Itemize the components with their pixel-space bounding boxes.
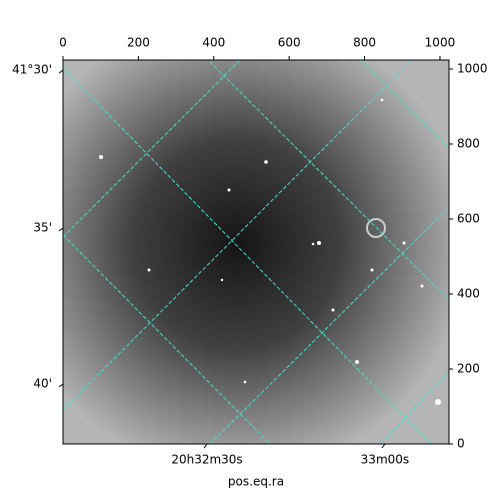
- left-tick: [58, 69, 64, 74]
- x-axis-label: pos.eq.ra: [228, 475, 284, 489]
- left-tick: [58, 383, 64, 388]
- bottom-tick: [381, 443, 386, 449]
- bottom-tick: [203, 443, 208, 449]
- right-tick-label: 0: [457, 437, 465, 451]
- top-tick-label: 600: [278, 36, 301, 50]
- top-tick-label: 1000: [425, 36, 456, 50]
- right-tick-label: 600: [457, 212, 480, 226]
- right-tick-label: 1000: [457, 62, 488, 76]
- top-tick-label: 0: [59, 36, 67, 50]
- right-tick-label: 200: [457, 362, 480, 376]
- top-tick-label: 400: [202, 36, 225, 50]
- plot-frame: [62, 59, 450, 445]
- top-tick-label: 200: [127, 36, 150, 50]
- stars: [99, 98, 441, 405]
- sky-image: [63, 60, 449, 444]
- left-tick-label: 40': [33, 377, 52, 391]
- coordinate-grid: [63, 60, 449, 444]
- bottom-tick-label: 33m00s: [361, 453, 409, 467]
- bottom-tick-label: 20h32m30s: [171, 453, 242, 467]
- top-tick-label: 800: [353, 36, 376, 50]
- left-tick: [58, 227, 64, 232]
- left-tick-label: 41°30': [12, 63, 52, 77]
- right-tick-label: 800: [457, 137, 480, 151]
- right-tick-label: 400: [457, 287, 480, 301]
- left-tick-label: 35': [33, 221, 52, 235]
